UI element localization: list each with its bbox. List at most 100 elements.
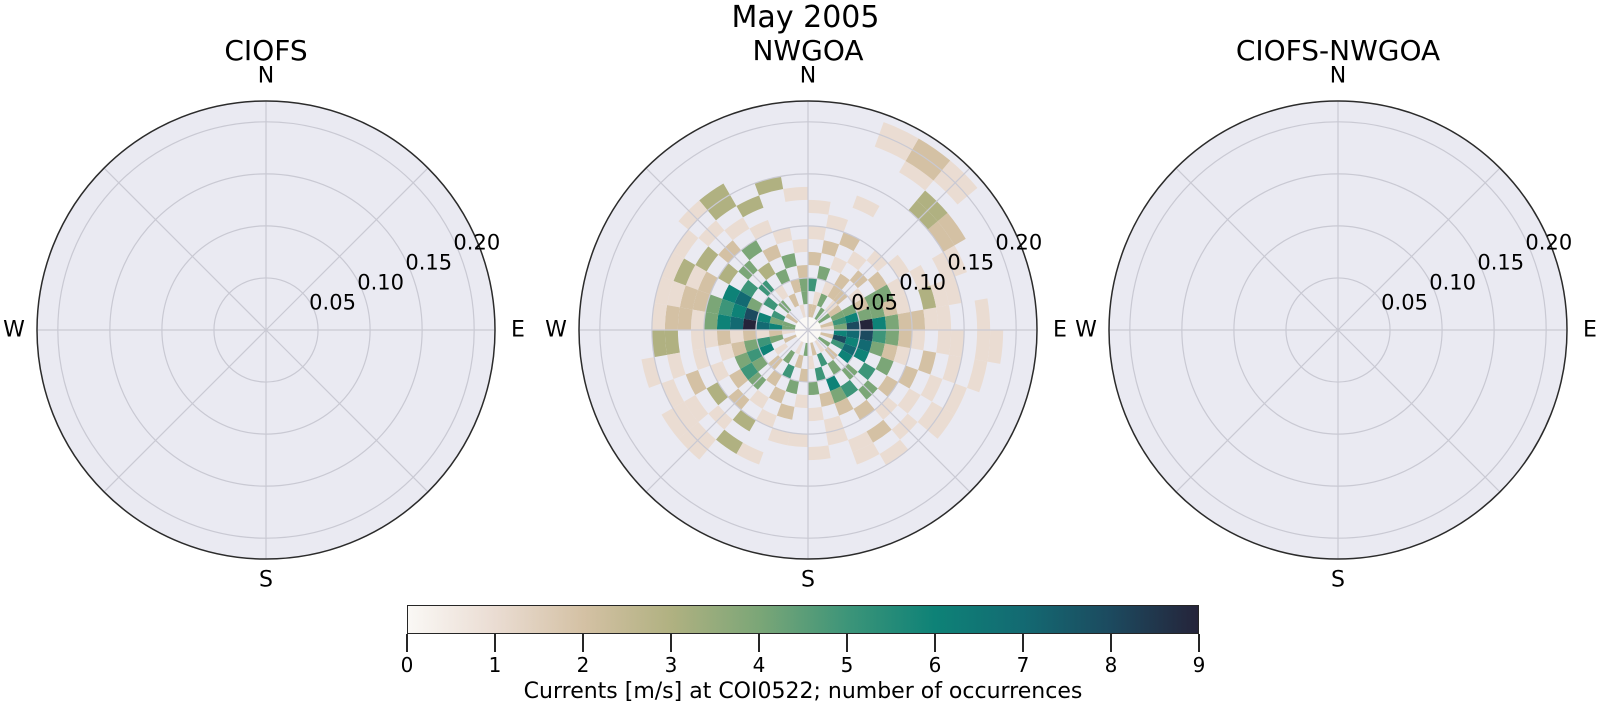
rose-cell xyxy=(736,442,764,465)
polar-spine xyxy=(578,100,1038,560)
colorbar-tick-label: 6 xyxy=(928,653,942,677)
rose-cell xyxy=(771,310,786,322)
rose-cell xyxy=(673,258,696,286)
colorbar-tick xyxy=(934,634,936,652)
rose-cell xyxy=(759,343,775,357)
rose-cell xyxy=(718,343,735,362)
polar-grid xyxy=(37,101,495,559)
rose-cell xyxy=(790,278,802,294)
rose-cell xyxy=(920,374,943,402)
rose-cell xyxy=(756,312,772,324)
rose-cell xyxy=(749,219,773,240)
r-tick-label: 0.05 xyxy=(309,290,356,314)
rose-cell xyxy=(731,303,747,319)
rose-cell xyxy=(794,394,808,409)
rose-cell xyxy=(801,290,808,305)
colorbar-tick xyxy=(846,634,848,652)
rose-cell xyxy=(716,429,743,454)
rose-cell xyxy=(766,369,782,387)
rose-cell xyxy=(943,245,967,277)
rose-cell xyxy=(826,427,849,446)
direction-label-east: E xyxy=(1583,318,1597,343)
direction-label-west: W xyxy=(1075,318,1097,343)
rose-cell xyxy=(762,244,782,263)
rose-cell xyxy=(827,304,842,317)
rose-cell xyxy=(741,239,763,261)
rose-cell xyxy=(740,362,759,381)
rose-cell xyxy=(897,311,913,330)
rose-cell xyxy=(783,334,797,344)
rose-cell xyxy=(808,277,818,292)
rose-cell xyxy=(821,281,835,297)
rose-cell xyxy=(755,320,770,330)
rose-cell xyxy=(974,330,991,362)
colorbar-tick-label: 9 xyxy=(1192,653,1206,677)
subplot-title-ciofs-nwgoa: CIOFS-NWGOA xyxy=(1235,34,1441,67)
r-tick-label: 0.15 xyxy=(405,251,452,275)
rose-cell xyxy=(830,338,845,350)
direction-label-west: W xyxy=(3,318,25,343)
rose-cell xyxy=(808,355,815,370)
rose-cell xyxy=(833,330,848,337)
rose-cell xyxy=(716,314,732,330)
rose-cell xyxy=(724,217,750,241)
rose-cell xyxy=(869,303,885,319)
r-tick-label: 0.20 xyxy=(995,231,1042,255)
rose-cell xyxy=(685,370,707,396)
colorbar-tick-label: 5 xyxy=(840,653,854,677)
rose-cell xyxy=(847,251,867,271)
colorbar-tick-label: 3 xyxy=(664,653,678,677)
rose-cell xyxy=(792,238,808,254)
rose-cell xyxy=(897,388,921,414)
rose-cell xyxy=(852,195,880,218)
rose-cell xyxy=(974,298,991,330)
grid-spoke xyxy=(265,167,429,331)
rose-cell xyxy=(736,195,764,218)
polar-plot-ciofs: N E S W 0.050.100.150.20 xyxy=(3,64,525,593)
rose-cell xyxy=(808,303,813,318)
rose-cell xyxy=(844,336,860,348)
rose-cell xyxy=(651,330,668,358)
rose-cell xyxy=(872,330,887,344)
rose-cell xyxy=(803,342,808,357)
r-tick-label: 0.15 xyxy=(947,251,994,275)
rose-cell xyxy=(905,149,942,181)
rose-cell xyxy=(898,365,919,389)
rose-cell xyxy=(893,294,911,315)
rose-cell xyxy=(936,330,952,355)
rose-cell xyxy=(755,408,777,428)
rose-cell xyxy=(651,302,668,330)
rose-cell xyxy=(817,265,831,282)
rose-cell xyxy=(864,290,882,308)
rose-cell xyxy=(877,375,899,397)
rose-cell xyxy=(881,298,898,317)
subplot-title-nwgoa: NWGOA xyxy=(752,34,864,67)
rose-cell xyxy=(794,341,804,355)
subplot-title-ciofs: CIOFS xyxy=(224,34,308,67)
rose-cell xyxy=(785,313,799,324)
rose-cell xyxy=(846,330,861,340)
rose-cell xyxy=(853,347,870,363)
direction-label-north: N xyxy=(800,64,816,89)
rose-cell xyxy=(931,251,955,282)
rose-cell xyxy=(810,342,817,356)
rose-cell xyxy=(808,445,831,461)
rose-cell xyxy=(746,347,763,363)
rose-cell xyxy=(844,312,860,324)
grid-spoke xyxy=(1337,329,1501,493)
colorbar-tick xyxy=(670,634,672,652)
rose-cell xyxy=(718,298,735,317)
rose-cell xyxy=(729,369,749,389)
grid-spoke xyxy=(645,329,809,493)
rose-cell xyxy=(799,304,806,318)
grid-spoke xyxy=(1175,329,1339,493)
rose-cell xyxy=(699,183,730,211)
rose-cell xyxy=(841,303,857,317)
rose-cell xyxy=(819,391,835,407)
rose-cell xyxy=(834,397,854,416)
rose-cell xyxy=(827,284,842,301)
rose-cell xyxy=(661,408,689,439)
rose-cell xyxy=(812,291,822,306)
colorbar-tick xyxy=(406,634,408,652)
rose-cell xyxy=(782,349,795,364)
